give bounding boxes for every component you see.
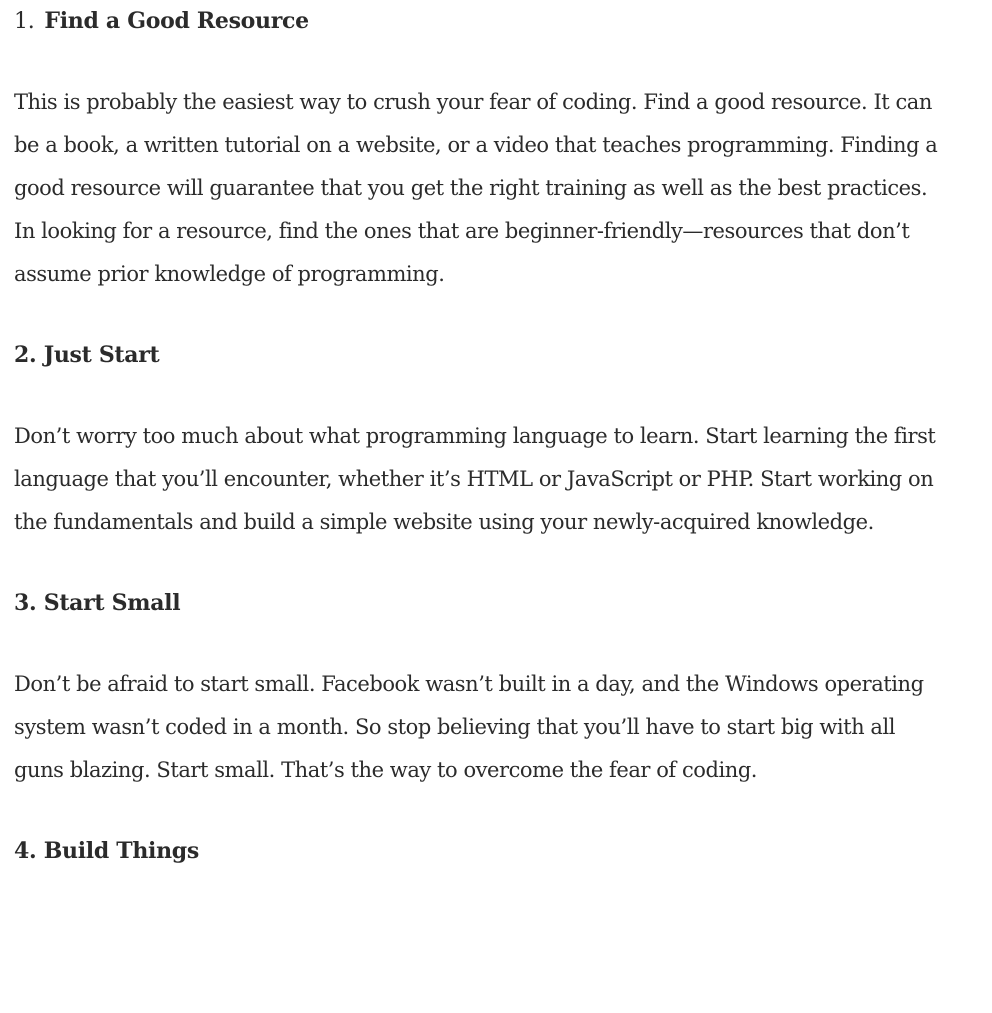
section-paragraph-1: This is probably the easiest way to crus… — [14, 90, 938, 286]
section-paragraph-3: Don’t be afraid to start small. Facebook… — [14, 672, 924, 782]
section-number-4: 4. — [14, 838, 37, 864]
section-title-1: Find a Good Resource — [44, 8, 309, 34]
section-number-3: 3. — [14, 590, 37, 616]
section-number-1: 1. — [14, 9, 35, 34]
article-body: 1. Find a Good Resource This is probably … — [14, 0, 944, 873]
section-heading-1: 1. Find a Good Resource — [14, 0, 944, 43]
section-heading-4: 4. Build Things — [14, 830, 944, 873]
section-heading-3: 3. Start Small — [14, 582, 944, 625]
section-title-3: Start Small — [43, 590, 181, 616]
section-title-2: Just Start — [43, 342, 160, 368]
section-number-2: 2. — [14, 342, 37, 368]
section-paragraph-2: Don’t worry too much about what programm… — [14, 424, 936, 534]
section-heading-2: 2. Just Start — [14, 334, 944, 377]
section-title-4: Build Things — [43, 838, 200, 864]
